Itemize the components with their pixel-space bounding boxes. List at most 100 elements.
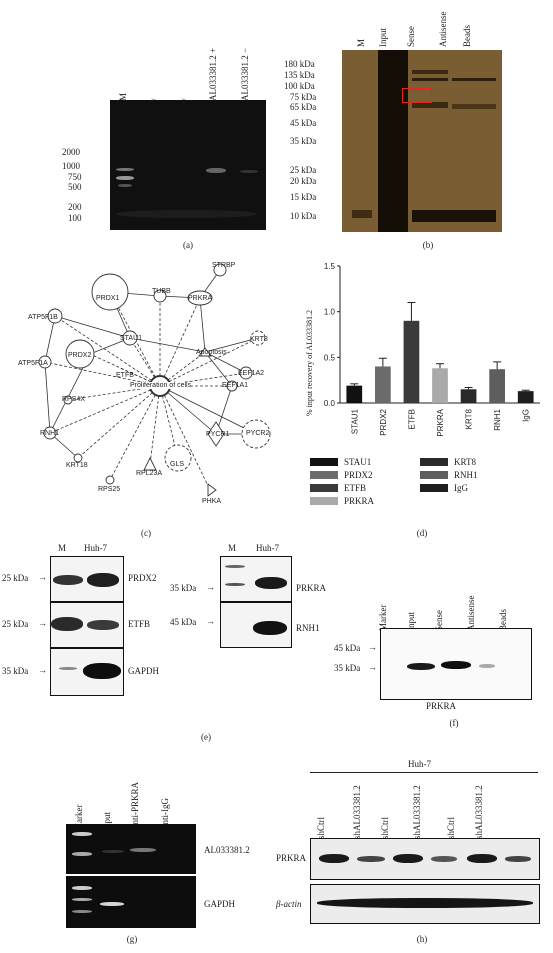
x-tick-label: PRDX2: [379, 408, 388, 435]
protein-label: GAPDH: [128, 666, 160, 676]
lane-label: shAL033381.2: [412, 785, 422, 839]
western-blot: [310, 838, 540, 880]
lane-label: M: [228, 543, 237, 553]
interaction-network: [38, 263, 271, 497]
panel-h: Huh-7 shCtrl shAL033381.2 shCtrl shAL033…: [276, 760, 553, 953]
lane-label: Antisense: [466, 595, 476, 632]
panel-b: M Input Sense Antisense Beads 180 kDa 13…: [276, 0, 553, 250]
cell-line-label: Huh-7: [408, 759, 431, 769]
y-tick-label: 0.5: [324, 353, 336, 362]
x-tick-label: RNH1: [493, 408, 502, 430]
agarose-gel-image: [110, 100, 266, 230]
legend-swatch: [420, 458, 448, 466]
marker-label: 75 kDa: [290, 92, 317, 102]
legend-label: KRT8: [454, 457, 476, 467]
panel-a: M / / AL033381.2 + AL033381.2 − 2000 100…: [0, 0, 276, 250]
western-blot: [50, 602, 124, 648]
lane-label: AL033381.2 +: [208, 47, 218, 101]
bar: [460, 389, 477, 403]
panel-d: 0.0 0.5 1.0 1.5 STAU1 PRDX2 ETFB PRKRA KRT8 RNH1 I…: [300, 258, 553, 538]
panel-e: M Huh-7 25 kDa → 25 kDa → 35 kDa → PRDX2…: [0, 540, 215, 745]
protein-label: ETFB: [128, 619, 151, 629]
marker-label: 100 kDa: [284, 81, 315, 91]
marker-label: 25 kDa: [290, 165, 317, 175]
bar: [489, 369, 505, 403]
marker-label: 35 kDa: [290, 136, 317, 146]
arrow-icon: →: [368, 662, 377, 672]
lane-label: Huh-7: [84, 543, 107, 553]
panel-caption: (f): [449, 718, 459, 728]
cell-line-bracket: [310, 772, 538, 773]
panel-g: Marker Input Anti-PRKRA Anti-IgG AL03338…: [0, 760, 276, 953]
network-node-label: KRT18: [66, 462, 88, 469]
marker-label: 45 kDa: [334, 643, 361, 653]
panel-caption: (h): [416, 934, 428, 944]
network-node-label: KRT8: [250, 336, 268, 343]
lane-label: Beads: [462, 25, 472, 47]
legend-label: STAU1: [344, 457, 372, 467]
protein-label: PRKRA: [426, 701, 457, 711]
silver-stain-gel-image: [342, 50, 502, 232]
y-axis-label: % input recovery of AL033381.2: [305, 310, 314, 416]
marker-label: 200: [68, 202, 82, 212]
arrow-icon: →: [38, 572, 47, 582]
x-tick-label: PRKRA: [436, 408, 445, 436]
lane-label: M: [58, 543, 67, 553]
arrow-icon: →: [368, 642, 377, 652]
marker-label: 35 kDa: [170, 583, 197, 593]
x-tick-label: KRT8: [465, 408, 474, 429]
marker-label: 180 kDa: [284, 59, 315, 69]
bar: [403, 320, 420, 403]
arrow-icon: →: [38, 618, 47, 628]
network-node-label: PYCR2: [246, 430, 270, 437]
marker-label: 45 kDa: [170, 617, 197, 627]
target-label: AL033381.2: [204, 845, 250, 855]
marker-label: 20 kDa: [290, 176, 317, 186]
agarose-gel-image: [66, 824, 196, 874]
marker-label: 35 kDa: [2, 666, 29, 676]
panel-e-right: M Huh-7 35 kDa → 45 kDa → PRKRA RNH1: [170, 540, 326, 670]
network-node-label: ATP5F1A: [18, 360, 48, 367]
network-node-label: TUBB: [152, 288, 171, 295]
lane-label: shCtrl: [316, 816, 326, 839]
highlight-box: [402, 88, 432, 103]
x-tick-label: IgG: [522, 409, 531, 422]
lane-label: Sense: [406, 26, 416, 47]
protein-label: β-actin: [276, 899, 302, 909]
lane-label: Antisense: [438, 11, 448, 48]
western-blot: [50, 556, 124, 602]
panel-f: Marker Input Sense Antisense Beads 45 kD…: [330, 580, 553, 770]
legend-label: ETFB: [344, 483, 367, 493]
western-blot: [220, 602, 292, 648]
network-node-label: RPS25: [98, 486, 121, 493]
panel-caption: (a): [183, 240, 193, 250]
network-node-label: ETFB: [116, 372, 134, 379]
marker-label: 45 kDa: [290, 118, 317, 128]
panel-caption: (e): [201, 732, 211, 742]
legend-swatch: [420, 484, 448, 492]
network-node-label: Proliferation of cells: [130, 382, 192, 389]
protein-label: PRKRA: [276, 853, 307, 863]
lane-label: shCtrl: [380, 816, 390, 839]
lane-label: AL033381.2 −: [240, 47, 250, 101]
y-tick-label: 0.0: [324, 399, 336, 408]
agarose-gel-image: [66, 876, 196, 928]
legend-swatch: [310, 497, 338, 505]
legend-swatch: [310, 458, 338, 466]
panel-c: STRBP PRDX1 TUBB PRKRA ATP5F1B STAU1 Apo…: [0, 258, 300, 538]
network-node-label: PYCR1: [206, 431, 230, 438]
network-node-label: EEF1A2: [238, 370, 265, 377]
marker-label: 25 kDa: [2, 573, 29, 583]
marker-label: 750: [68, 172, 82, 182]
target-label: GAPDH: [204, 899, 236, 909]
y-tick-label: 1.5: [324, 262, 336, 271]
lane-label: Input: [378, 28, 388, 47]
network-node-label: PRDX1: [96, 295, 120, 302]
network-node-label: GLS: [170, 461, 185, 468]
network-node-label: RPL23A: [136, 470, 163, 477]
bar: [432, 368, 448, 403]
network-node-label: PRKRA: [188, 295, 213, 302]
bar: [375, 366, 391, 403]
network-node-label: EEF1A1: [222, 382, 249, 389]
panel-caption: (d): [416, 528, 428, 538]
